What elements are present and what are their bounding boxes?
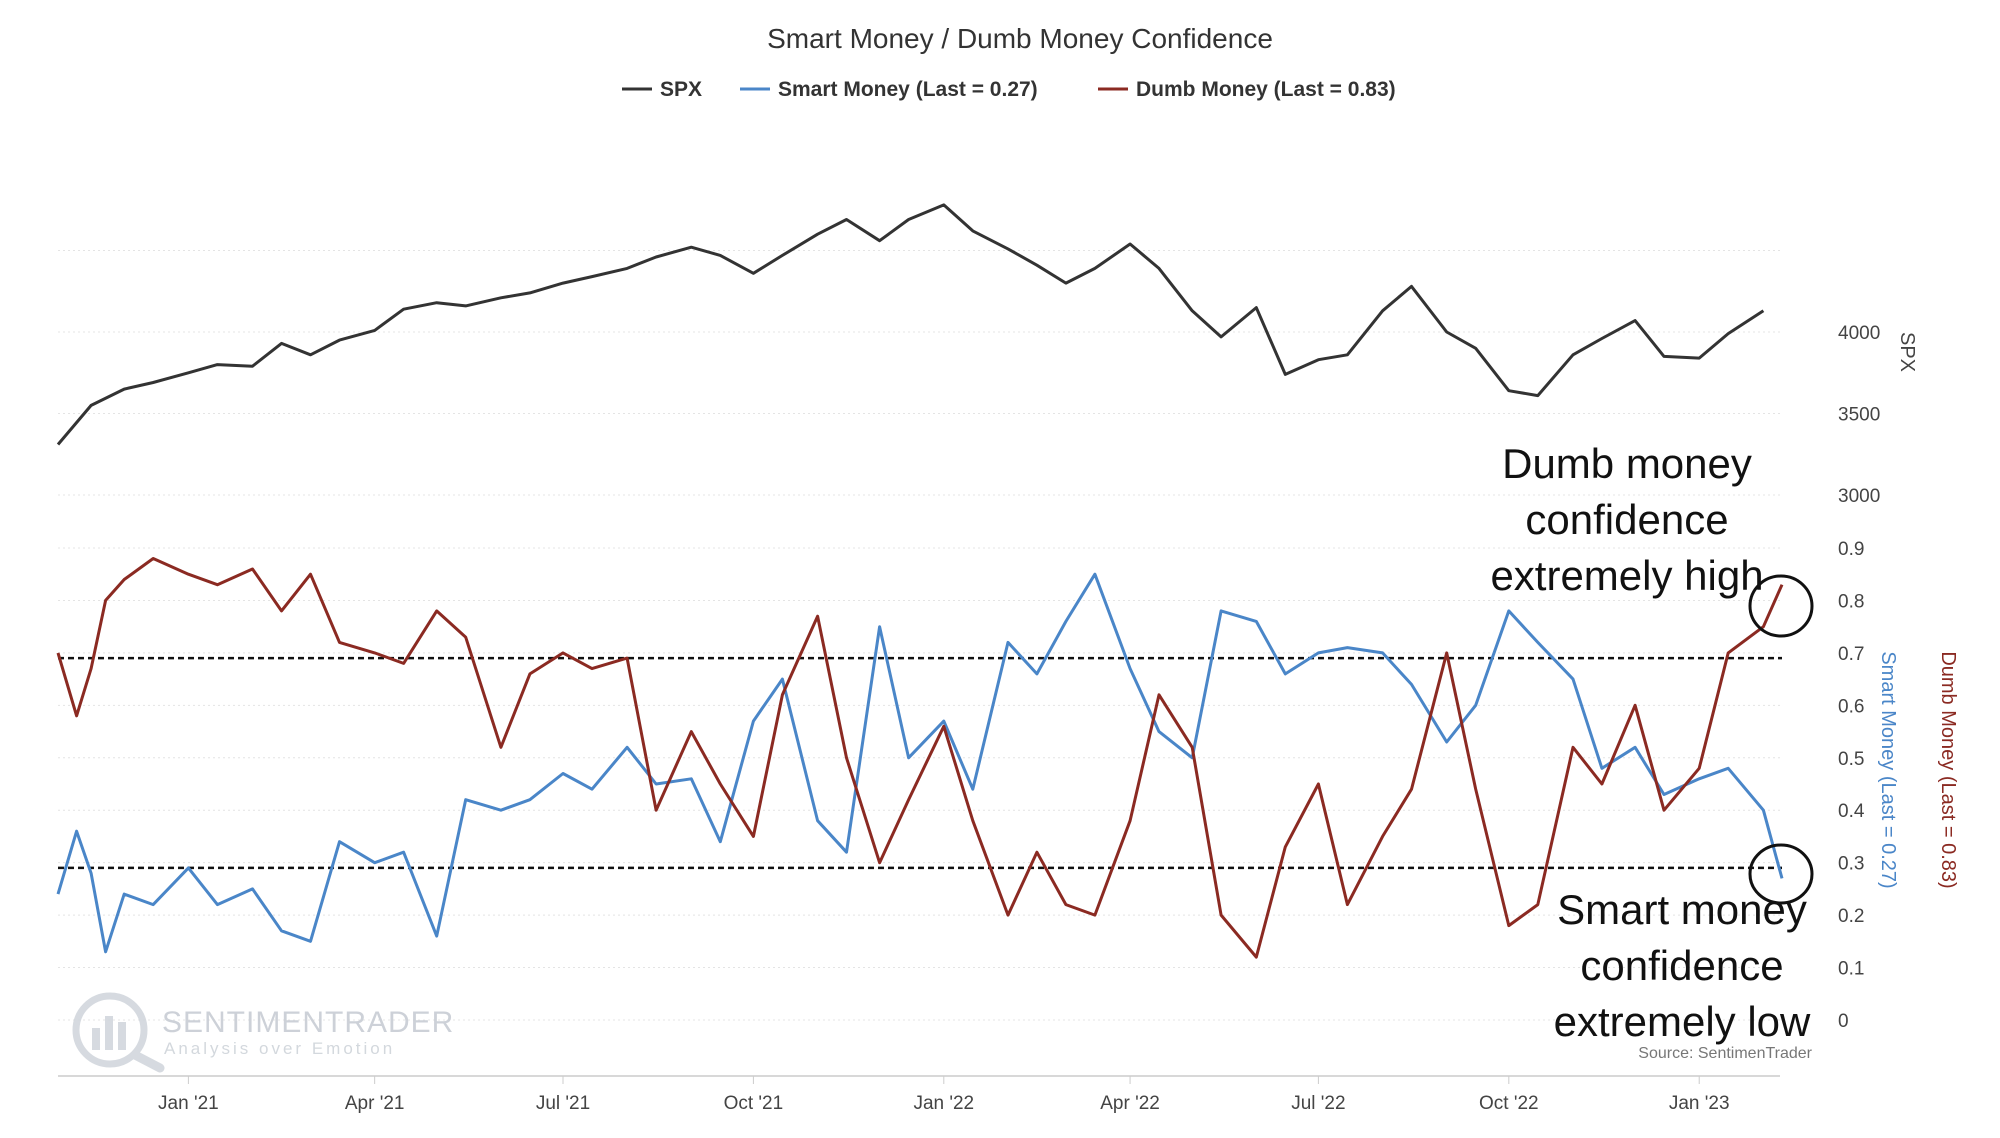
watermark-brand: SENTIMENTRADER — [162, 1006, 454, 1039]
x-tick-label: Oct '21 — [724, 1093, 784, 1114]
annotation-dumb-line-1: Dumb money — [1502, 440, 1752, 487]
highlight-circle-dumb — [1748, 574, 1814, 638]
gridlines — [58, 250, 1782, 1021]
legend-label-spx: SPX — [660, 78, 702, 101]
legend: SPX Smart Money (Last = 0.27) Dumb Money… — [622, 78, 1396, 101]
spx-tick-label: 4000 — [1838, 323, 1880, 344]
smart-money-axis-title: Smart Money (Last = 0.27) — [1877, 651, 1899, 888]
annotation-dumb-line-2: confidence — [1525, 496, 1728, 543]
legend-item-dumb-money[interactable]: Dumb Money (Last = 0.83) — [1098, 78, 1396, 101]
confidence-tick-label: 0.5 — [1838, 749, 1864, 770]
x-tick-label: Jul '22 — [1291, 1093, 1345, 1114]
legend-item-spx[interactable]: SPX — [622, 78, 702, 101]
spx-tick-label: 3500 — [1838, 405, 1880, 426]
confidence-tick-label: 0.3 — [1838, 854, 1864, 875]
confidence-tick-label: 0 — [1838, 1011, 1849, 1032]
x-tick-label: Jul '21 — [536, 1093, 590, 1114]
spx-tick-label: 3000 — [1838, 486, 1880, 507]
annotation-dumb-money: Dumb money confidence extremely high — [1490, 440, 1814, 638]
x-axis-ticks: Jan '21 Apr '21 Jul '21 Oct '21 Jan '22 Apr '… — [158, 1076, 1730, 1114]
smart-money-line[interactable] — [56, 572, 1784, 954]
x-tick-label: Oct '22 — [1479, 1093, 1539, 1114]
confidence-tick-label: 0.4 — [1838, 801, 1865, 822]
dumb-money-axis-title: Dumb Money (Last = 0.83) — [1937, 651, 1959, 888]
annotation-smart-line-3: extremely low — [1554, 998, 1811, 1045]
annotation-smart-money: Smart money confidence extremely low — [1554, 843, 1814, 1045]
confidence-tick-label: 0.6 — [1838, 696, 1864, 717]
confidence-tick-label: 0.2 — [1838, 906, 1864, 927]
confidence-axis-ticks: 0.9 0.8 0.7 0.6 0.5 0.4 0.3 0.2 0.1 0 — [1838, 539, 1865, 1032]
x-tick-label: Jan '22 — [913, 1093, 974, 1114]
chart-title: Smart Money / Dumb Money Confidence — [767, 23, 1273, 54]
spx-axis-title: SPX — [1896, 332, 1918, 372]
annotation-dumb-line-3: extremely high — [1490, 552, 1763, 599]
dumb-money-line[interactable] — [56, 557, 1784, 959]
x-tick-label: Jan '23 — [1669, 1093, 1730, 1114]
highlight-circle-smart — [1748, 843, 1814, 905]
watermark-tagline: Analysis over Emotion — [164, 1039, 395, 1058]
confidence-tick-label: 0.7 — [1838, 644, 1864, 665]
sentimentrader-logo-icon — [72, 992, 165, 1073]
x-tick-label: Apr '22 — [1100, 1093, 1160, 1114]
confidence-tick-label: 0.8 — [1838, 591, 1864, 612]
annotation-smart-line-1: Smart money — [1557, 886, 1807, 933]
x-tick-label: Jan '21 — [158, 1093, 219, 1114]
confidence-tick-label: 0.9 — [1838, 539, 1864, 560]
annotation-smart-line-2: confidence — [1580, 942, 1783, 989]
spx-axis-ticks: 4000 3500 3000 — [1838, 323, 1880, 507]
legend-item-smart-money[interactable]: Smart Money (Last = 0.27) — [740, 78, 1038, 101]
source-credit: Source: SentimenTrader — [1638, 1045, 1812, 1062]
watermark: SENTIMENTRADER Analysis over Emotion — [72, 992, 454, 1073]
series-layer — [56, 203, 1784, 959]
spx-line[interactable] — [56, 203, 1765, 446]
confidence-tick-label: 0.1 — [1838, 959, 1864, 980]
legend-label-smart-money: Smart Money (Last = 0.27) — [778, 78, 1038, 101]
x-tick-label: Apr '21 — [345, 1093, 405, 1114]
legend-label-dumb-money: Dumb Money (Last = 0.83) — [1136, 78, 1396, 101]
